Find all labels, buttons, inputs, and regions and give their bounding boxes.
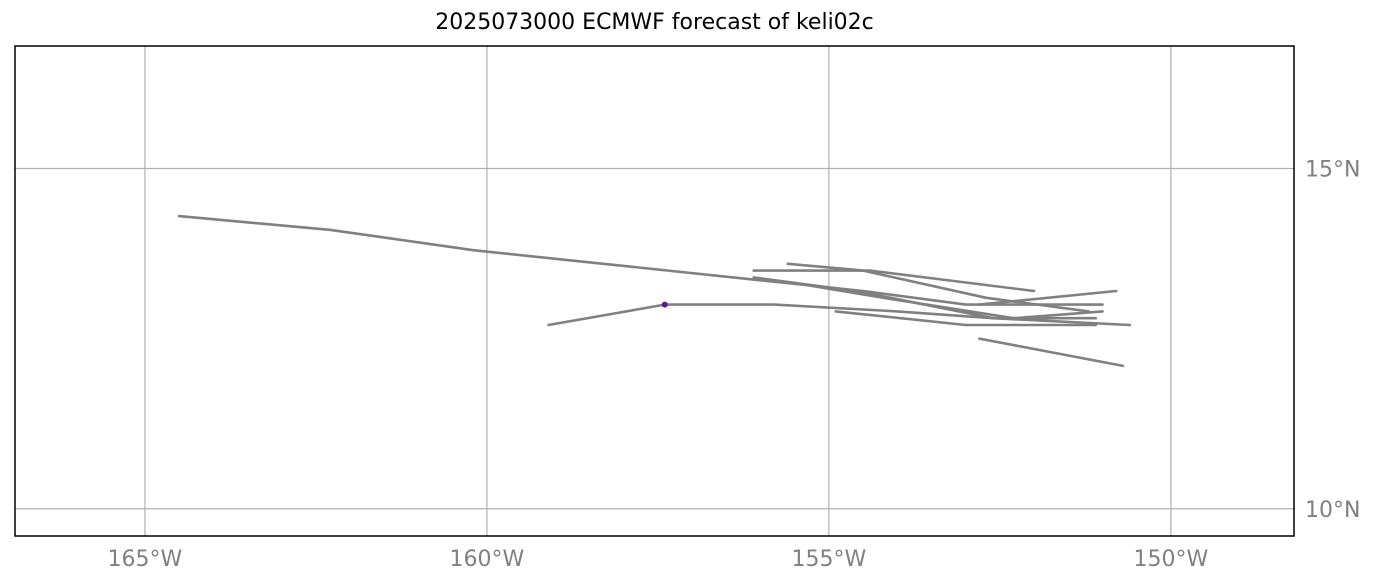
map-frame: [14, 45, 1295, 537]
forecast-tracks: [177, 214, 1132, 368]
lat-tick-label: 15°N: [1305, 158, 1360, 183]
lon-tick-label: 165°W: [108, 547, 183, 572]
graticule: [15, 46, 1294, 536]
storm-position-marker: [661, 301, 668, 308]
current-position-layer: [661, 301, 668, 308]
forecast-track-line: [786, 262, 1091, 313]
lon-tick-label: 155°W: [792, 547, 867, 572]
forecast-track-line: [663, 303, 1132, 327]
lat-tick-label: 10°N: [1305, 498, 1360, 523]
lon-tick-label: 150°W: [1134, 547, 1209, 572]
forecast-track-line: [800, 282, 1104, 320]
forecast-track-line: [547, 303, 667, 327]
forecast-track-line: [978, 289, 1118, 306]
forecast-track-line: [752, 269, 1036, 293]
forecast-track-line: [177, 214, 1104, 306]
forecast-track-line: [834, 310, 1097, 327]
lon-tick-label: 160°W: [450, 547, 525, 572]
forecast-track-line: [978, 337, 1125, 368]
axis-labels: 165°W 160°W 155°W 150°W 15°N 10°N: [108, 158, 1361, 573]
map-title: 2025073000 ECMWF forecast of keli02c: [435, 10, 874, 35]
